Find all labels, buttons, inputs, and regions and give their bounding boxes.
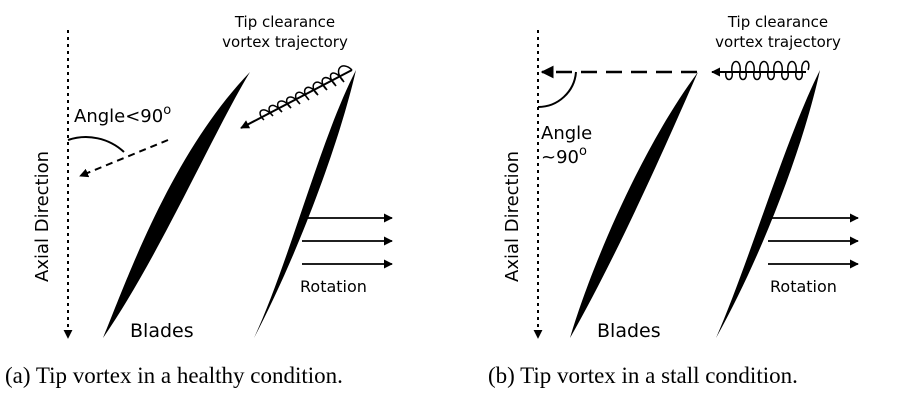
vortex-trajectory-arrow [240,69,353,129]
angle-label-line2: ~90o [541,144,587,168]
blades-label: Blades [597,320,661,342]
tip-vortex-spiral [725,60,810,81]
blade-1 [570,72,698,338]
angle-arc [537,71,577,109]
angle-label-line1: Angle [541,123,592,144]
angle-arc [67,136,125,153]
axial-direction-label: Axial Direction [502,151,523,282]
caption-b: (b) Tip vortex in a stall condition. [488,363,798,388]
vortex-label-line2: vortex trajectory [715,33,841,51]
axial-direction-label: Axial Direction [32,151,53,282]
caption-a: (a) Tip vortex in a healthy condition. [5,363,343,388]
tip-vortex-spiral [259,65,353,121]
vortex-label-line2: vortex trajectory [222,33,348,51]
vortex-label-line1: Tip clearance [727,13,828,31]
blades-label: Blades [130,320,194,342]
panel-a: Axial Direction Tip clearance vortex tra… [5,13,393,388]
blade-2 [716,70,820,338]
blade-2 [254,70,356,338]
panel-b: Axial Direction Tip clearance vortex tra… [488,13,859,388]
rotation-label: Rotation [300,277,367,296]
vortex-label-line1: Tip clearance [234,13,335,31]
rotation-label: Rotation [770,277,837,296]
blade-1 [103,72,250,338]
vortex-projection-arrow [79,139,169,178]
angle-label: Angle<90o [74,103,171,127]
